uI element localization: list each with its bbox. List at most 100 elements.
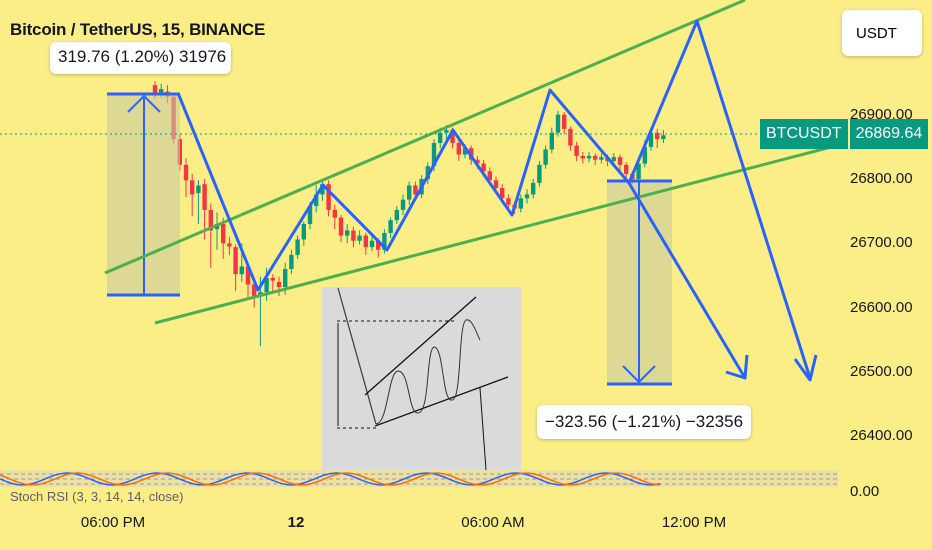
y-tick-label: 26500.00 [850,362,913,380]
candle-body [289,254,294,270]
inset-wave [375,319,481,425]
candle-body [493,180,499,189]
candle-body [642,146,647,164]
channel-upper-line [104,0,746,275]
candle-body [245,266,251,285]
candle-body [438,132,443,144]
candle-body [475,159,480,164]
candle-body [593,155,598,160]
wave-arrow-head [793,354,818,382]
oscillator-label: Stoch RSI (3, 3, 14, 14, close) [10,489,184,504]
candle-body [276,281,282,288]
candle-body [425,166,430,180]
candle-body [611,157,616,162]
x-tick-label: 06:00 PM [80,514,146,531]
candle-body [648,132,654,147]
candle-body [314,194,319,207]
candle-body [617,157,623,165]
inset-upper-line [364,296,477,396]
price-tag-symbol: BTCUSDT [760,119,848,150]
candle-body [524,194,530,199]
candle-body [555,114,561,133]
candle-body [208,209,213,231]
x-tick-label: 06:00 AM [461,514,525,531]
breakdown-arrow-head [725,354,749,380]
candle-body [382,233,387,250]
stoch-k-line [0,472,661,486]
y-tick-label: 26800.00 [850,170,913,187]
candle-body [351,230,356,241]
candle-body [301,224,306,240]
y-tick-label: 26400.00 [850,427,913,445]
candle-body [456,143,461,155]
measure-up-label: 319.76 (1.20%) 31976 [50,42,231,74]
oscillator-tick: 0.00 [850,483,880,500]
candle-body [326,184,331,210]
candle-body [506,198,511,205]
candle-body [636,163,641,180]
price-tag: BTCUSDT 26869.64 [760,119,929,150]
candle-body [655,132,660,140]
oscillator-band [0,470,838,487]
candle-body [624,164,629,174]
pattern-inset-box [322,287,521,470]
chart-title: Bitcoin / TetherUS, 15, BINANCE [10,20,266,39]
oscillator-pane [0,470,838,487]
candle-body [444,130,449,133]
breakdown-path [627,182,747,379]
candle-body [320,184,325,195]
candle-body [190,180,195,195]
x-tick-label: 12 [287,514,305,531]
candle-body [357,235,362,241]
candle-body [431,143,437,167]
candle-body [500,188,505,199]
candle-body [270,278,275,281]
candle-body [283,269,288,288]
measure-down-arrow-head [622,365,656,384]
currency-button[interactable]: USDT [842,10,922,56]
candle-body [562,114,567,129]
drawings [104,0,836,471]
y-tick-label: 26900.00 [850,105,913,123]
candle-body [196,185,201,194]
candle-body [518,198,523,209]
candle-body [307,206,313,225]
price-tag-value: 26869.64 [849,119,929,150]
candle-body [400,199,406,210]
candle-body [450,130,455,144]
candle-body [568,128,573,146]
channel-lower-line [154,144,836,325]
inset-flagpole [337,287,377,425]
candle-body [586,155,592,159]
wave-path [176,19,812,379]
candle-body [574,145,579,156]
candle-body [407,185,412,200]
candle-body [183,164,189,181]
candle-body [159,88,164,93]
candle-body [580,155,585,159]
candle-body [363,235,368,248]
candle-body [345,230,350,236]
candle-body [202,184,207,210]
stoch-d-line [0,472,661,486]
candle-body [394,209,399,221]
y-tick-label: 26700.00 [850,234,913,252]
inset-lower-line [374,376,509,427]
candle-body [481,163,486,172]
candle-body [332,209,337,218]
candle-body [543,149,548,165]
y-tick-label: 26600.00 [850,298,913,316]
measure-up-arrow-head [127,94,161,113]
measure-down-label: −323.56 (−1.21%) −32356 [537,405,752,439]
candle-body [264,278,269,293]
candle-body [239,266,244,275]
candle-body [152,85,158,96]
candle-body [338,217,344,236]
candle-body [537,164,542,183]
candle-body [388,220,393,234]
candle-body [233,247,238,275]
candle-body [221,224,226,244]
candle-body [369,240,375,248]
